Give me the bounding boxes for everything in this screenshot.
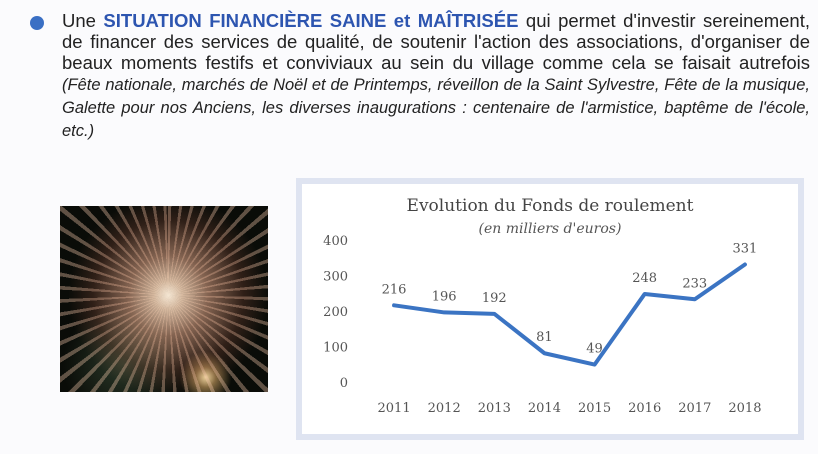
paragraph-text: Une SITUATION FINANCIÈRE SAINE et MAÎTRI…: [62, 10, 810, 142]
y-tick-label: 100: [323, 341, 348, 356]
paragraph-body: qui permet d'investir sereinement, de fi…: [62, 10, 810, 73]
x-tick-label: 2013: [478, 401, 511, 416]
chart-frame: Evolution du Fonds de roulement (en mill…: [296, 178, 804, 440]
chart-title: Evolution du Fonds de roulement: [407, 196, 694, 216]
data-label: 331: [733, 241, 758, 256]
x-tick-label: 2017: [678, 401, 711, 416]
y-tick-label: 0: [340, 376, 348, 391]
data-label: 233: [682, 276, 707, 291]
x-tick-label: 2012: [428, 401, 461, 416]
fireworks-photo: [60, 206, 268, 392]
paragraph-prefix: Une: [62, 10, 104, 31]
y-tick-label: 400: [323, 234, 348, 249]
chart-subtitle: (en milliers d'euros): [479, 221, 622, 237]
x-tick-label: 2014: [528, 401, 561, 416]
x-tick-label: 2011: [378, 401, 411, 416]
data-label: 248: [632, 271, 657, 286]
data-label: 192: [482, 291, 507, 306]
x-tick-label: 2015: [578, 401, 611, 416]
y-tick-label: 200: [323, 305, 348, 320]
series-line: [392, 262, 747, 367]
paragraph-examples: (Fête nationale, marchés de Noël et de P…: [62, 76, 810, 140]
data-label: 196: [432, 289, 457, 304]
bullet-dot: [30, 16, 44, 30]
paragraph-highlight: SITUATION FINANCIÈRE SAINE et MAÎTRISÉE: [103, 10, 519, 31]
bullet-paragraph: Une SITUATION FINANCIÈRE SAINE et MAÎTRI…: [30, 10, 810, 142]
line-chart: Evolution du Fonds de roulement (en mill…: [323, 196, 761, 416]
data-label: 49: [586, 342, 603, 357]
x-tick-label: 2018: [728, 401, 761, 416]
y-tick-label: 300: [323, 270, 348, 285]
data-label: 216: [382, 282, 407, 297]
x-tick-label: 2016: [628, 401, 661, 416]
data-label: 81: [536, 330, 553, 345]
